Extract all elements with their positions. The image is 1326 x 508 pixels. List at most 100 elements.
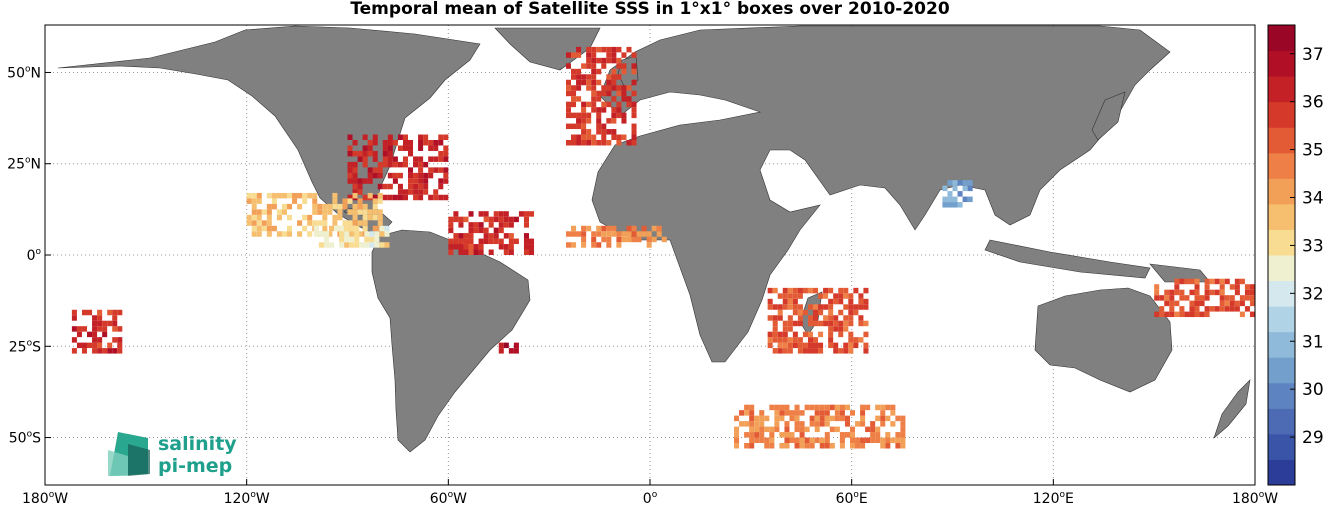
sss-cell <box>1219 289 1225 296</box>
sss-cell <box>792 342 798 349</box>
sss-cell <box>367 209 373 215</box>
sss-cell <box>792 293 798 299</box>
sss-cell <box>774 410 780 416</box>
sss-cell <box>807 320 814 327</box>
sss-cell <box>473 227 479 234</box>
sss-cell <box>433 194 439 201</box>
sss-cell <box>828 304 834 310</box>
sss-cell <box>438 194 444 201</box>
sss-cell <box>387 156 393 162</box>
sss-cell <box>71 337 77 343</box>
sss-cell <box>478 211 484 217</box>
lon-tick-label: 120oE <box>1033 490 1074 507</box>
sss-cell <box>1164 295 1170 301</box>
sss-cell <box>631 225 637 232</box>
sss-cell <box>71 315 77 321</box>
sss-cell <box>591 63 597 69</box>
sss-cell <box>364 231 370 237</box>
sss-cell <box>636 231 642 237</box>
sss-cell <box>357 231 363 237</box>
colorbar-cell <box>1268 306 1295 333</box>
sss-cell <box>844 415 850 422</box>
sss-cell <box>779 415 785 422</box>
sss-cell <box>92 331 98 338</box>
sss-cell <box>855 437 861 444</box>
sss-cell <box>281 203 287 210</box>
lat-tick-label: 25oS <box>9 338 41 355</box>
sss-cell <box>636 236 642 243</box>
sss-cell <box>362 150 368 157</box>
sss-cell <box>287 203 293 210</box>
sss-cell <box>473 249 479 255</box>
sss-cell <box>833 342 839 349</box>
sss-cell <box>349 236 355 243</box>
sss-cell <box>1184 311 1190 318</box>
sss-cell <box>794 437 800 444</box>
sss-cell <box>813 304 819 310</box>
sss-cell <box>281 231 287 237</box>
sss-cell <box>631 68 637 75</box>
sss-cell <box>443 145 449 151</box>
sss-cell <box>92 342 98 349</box>
sss-cell <box>433 140 439 146</box>
sss-cell <box>626 96 632 102</box>
sss-cell <box>794 421 800 427</box>
sss-cell <box>362 156 368 162</box>
sss-cell <box>428 140 434 146</box>
sss-cell <box>782 298 788 305</box>
sss-cell <box>875 437 881 444</box>
sss-cell <box>797 337 803 343</box>
sss-cell <box>251 214 257 221</box>
sss-cell <box>463 249 469 255</box>
lon-tick-label: 60oW <box>430 490 467 507</box>
sss-cell <box>601 107 607 113</box>
sss-cell <box>797 287 803 294</box>
sss-cell <box>814 415 820 422</box>
sss-cell <box>354 236 360 243</box>
sss-cell <box>433 156 439 162</box>
colorbar-cell <box>1268 459 1295 486</box>
sss-cell <box>833 293 839 299</box>
sss-cell <box>581 63 587 69</box>
sss-cell <box>271 192 277 199</box>
sss-cell <box>774 421 780 427</box>
sss-cell <box>616 112 622 119</box>
sss-cell <box>1159 311 1165 318</box>
sss-cell <box>352 140 358 146</box>
sss-cell <box>478 249 484 255</box>
sss-cell <box>438 150 444 157</box>
sss-cell <box>772 304 778 310</box>
sss-cell <box>606 79 612 86</box>
sss-cell <box>463 216 469 223</box>
sss-cell <box>418 134 424 140</box>
sss-cell <box>581 112 587 119</box>
sss-cell <box>828 298 834 305</box>
sss-cell <box>87 309 93 316</box>
sss-cell <box>1169 311 1175 318</box>
sss-cell <box>357 203 363 210</box>
sss-cell <box>784 437 790 444</box>
sss-cell <box>408 189 414 195</box>
sss-cell <box>387 140 393 146</box>
sss-cell <box>581 242 587 248</box>
sss-cell <box>807 342 814 349</box>
sss-cell <box>322 225 328 232</box>
sss-cell <box>849 410 856 416</box>
sss-cell <box>797 315 803 321</box>
sss-cell <box>1189 300 1195 307</box>
sss-cell <box>834 410 840 416</box>
sss-cell <box>97 320 103 327</box>
sss-cell <box>777 348 783 354</box>
sss-cell <box>261 220 267 226</box>
sss-cell <box>413 161 419 168</box>
sss-cell <box>809 443 815 449</box>
sss-cell <box>1194 300 1200 307</box>
sss-cell <box>838 331 844 338</box>
sss-cell <box>354 242 360 248</box>
sss-cell <box>1239 295 1245 301</box>
sss-cell <box>428 167 434 173</box>
sss-cell <box>332 203 338 210</box>
sss-cell <box>352 209 358 215</box>
sss-cell <box>344 236 350 243</box>
sss-cell <box>256 220 262 226</box>
